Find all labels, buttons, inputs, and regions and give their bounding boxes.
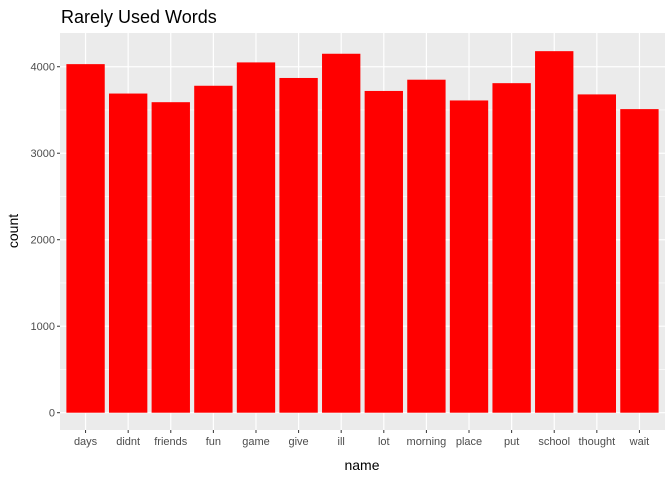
x-axis-title: name	[344, 457, 379, 473]
y-tick-label: 1000	[31, 321, 55, 333]
bar-friends	[151, 102, 190, 413]
bar-fun	[194, 85, 233, 413]
y-tick-label: 3000	[31, 148, 55, 160]
bar-didnt	[108, 93, 148, 413]
bar-ill	[322, 53, 361, 413]
x-tick-label: thought	[578, 436, 615, 448]
y-tick-label: 4000	[31, 62, 55, 74]
bar-school	[535, 51, 574, 413]
bar-lot	[364, 90, 403, 413]
bar-morning	[407, 79, 446, 413]
x-tick-label: game	[242, 436, 270, 448]
bar-thought	[577, 94, 617, 413]
x-axis-ticks: days didnt friends fun game give ill lot morning…	[74, 430, 649, 448]
x-tick-label: give	[288, 436, 308, 448]
y-tick-label: 2000	[31, 235, 55, 247]
x-tick-label: friends	[154, 436, 188, 448]
chart-title: Rarely Used Words	[61, 7, 217, 27]
y-axis-ticks: 0 1000 2000 3000 4000	[31, 62, 60, 420]
plot-panel	[60, 33, 665, 430]
y-tick-label: 0	[49, 408, 55, 420]
x-tick-label: school	[538, 436, 570, 448]
bars	[66, 51, 659, 413]
bar-put	[492, 83, 531, 413]
x-tick-label: fun	[206, 436, 221, 448]
x-tick-label: put	[504, 436, 519, 448]
x-tick-label: ill	[338, 436, 345, 448]
bar-game	[236, 62, 276, 413]
bar-wait	[620, 109, 659, 413]
x-tick-label: morning	[407, 436, 447, 448]
x-tick-label: days	[74, 436, 98, 448]
bar-place	[449, 100, 489, 413]
bar-give	[279, 77, 318, 413]
bar-days	[66, 64, 105, 413]
x-tick-label: wait	[629, 436, 650, 448]
x-tick-label: didnt	[116, 436, 140, 448]
x-tick-label: lot	[378, 436, 390, 448]
x-tick-label: place	[456, 436, 482, 448]
y-axis-title: count	[5, 214, 21, 248]
